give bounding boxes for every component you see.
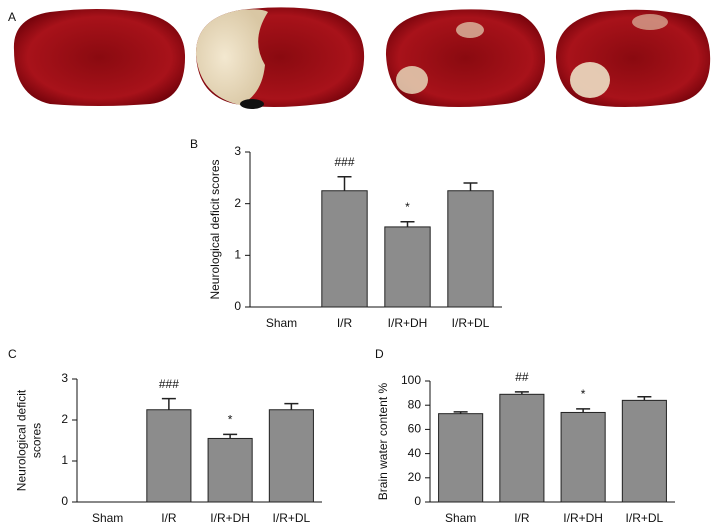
bar	[621, 399, 667, 503]
y-axis-label: scores	[30, 423, 44, 458]
x-tick-label: I/R+DH	[563, 511, 603, 525]
annotation: *	[405, 200, 410, 214]
y-tick-label: 100	[401, 373, 421, 387]
error-bar	[223, 433, 238, 439]
annotation: ###	[334, 155, 354, 169]
x-tick-label: I/R+DL	[273, 511, 311, 525]
brain-slices	[13, 7, 711, 109]
annotation: ##	[515, 370, 529, 384]
bar	[268, 409, 314, 503]
x-tick-label: I/R+DL	[626, 511, 664, 525]
x-tick-label: Sham	[266, 316, 297, 330]
y-tick-label: 20	[408, 470, 422, 484]
bar	[321, 190, 368, 308]
panel-label: D	[375, 347, 384, 361]
y-tick-label: 80	[408, 397, 422, 411]
error-bar	[453, 411, 468, 414]
x-tick-label: I/R	[161, 511, 177, 525]
y-tick-label: 2	[61, 412, 68, 426]
panel-label: C	[8, 347, 17, 361]
bar	[146, 409, 192, 503]
y-tick-label: 1	[61, 453, 68, 467]
error-bar	[637, 395, 652, 401]
bar	[207, 437, 253, 503]
error-bar	[514, 391, 529, 395]
annotation: *	[581, 387, 586, 401]
y-axis-label: Neurological deficit scores	[208, 159, 222, 299]
error-bar	[161, 397, 176, 410]
y-tick-label: 3	[234, 144, 241, 158]
y-tick-label: 60	[408, 422, 422, 436]
x-tick-label: Sham	[445, 511, 476, 525]
y-axis-label: Neurological deficit	[15, 389, 29, 491]
bar	[447, 190, 494, 308]
x-tick-label: Sham	[92, 511, 123, 525]
error-bar	[337, 176, 352, 191]
y-tick-label: 0	[61, 494, 68, 508]
x-tick-label: I/R	[514, 511, 530, 525]
bar	[560, 411, 606, 503]
y-tick-label: 40	[408, 446, 422, 460]
x-tick-label: I/R+DL	[452, 316, 490, 330]
y-tick-label: 0	[414, 494, 421, 508]
error-bar	[463, 182, 478, 191]
y-tick-label: 3	[61, 371, 68, 385]
y-tick-label: 0	[234, 299, 241, 313]
annotation: ###	[159, 377, 179, 391]
x-tick-label: I/R+DH	[388, 316, 428, 330]
bar	[384, 226, 431, 308]
error-bar	[284, 402, 299, 410]
y-tick-label: 2	[234, 196, 241, 210]
x-tick-label: I/R	[337, 316, 353, 330]
bar	[438, 413, 484, 503]
panel-label: A	[8, 10, 16, 24]
y-tick-label: 1	[234, 248, 241, 262]
annotation: *	[228, 413, 233, 427]
panel-label: B	[190, 137, 198, 151]
x-tick-label: I/R+DH	[210, 511, 250, 525]
error-bar	[576, 408, 591, 413]
bar	[499, 393, 545, 503]
y-axis-label: Brain water content %	[376, 382, 390, 500]
error-bar	[400, 221, 415, 227]
